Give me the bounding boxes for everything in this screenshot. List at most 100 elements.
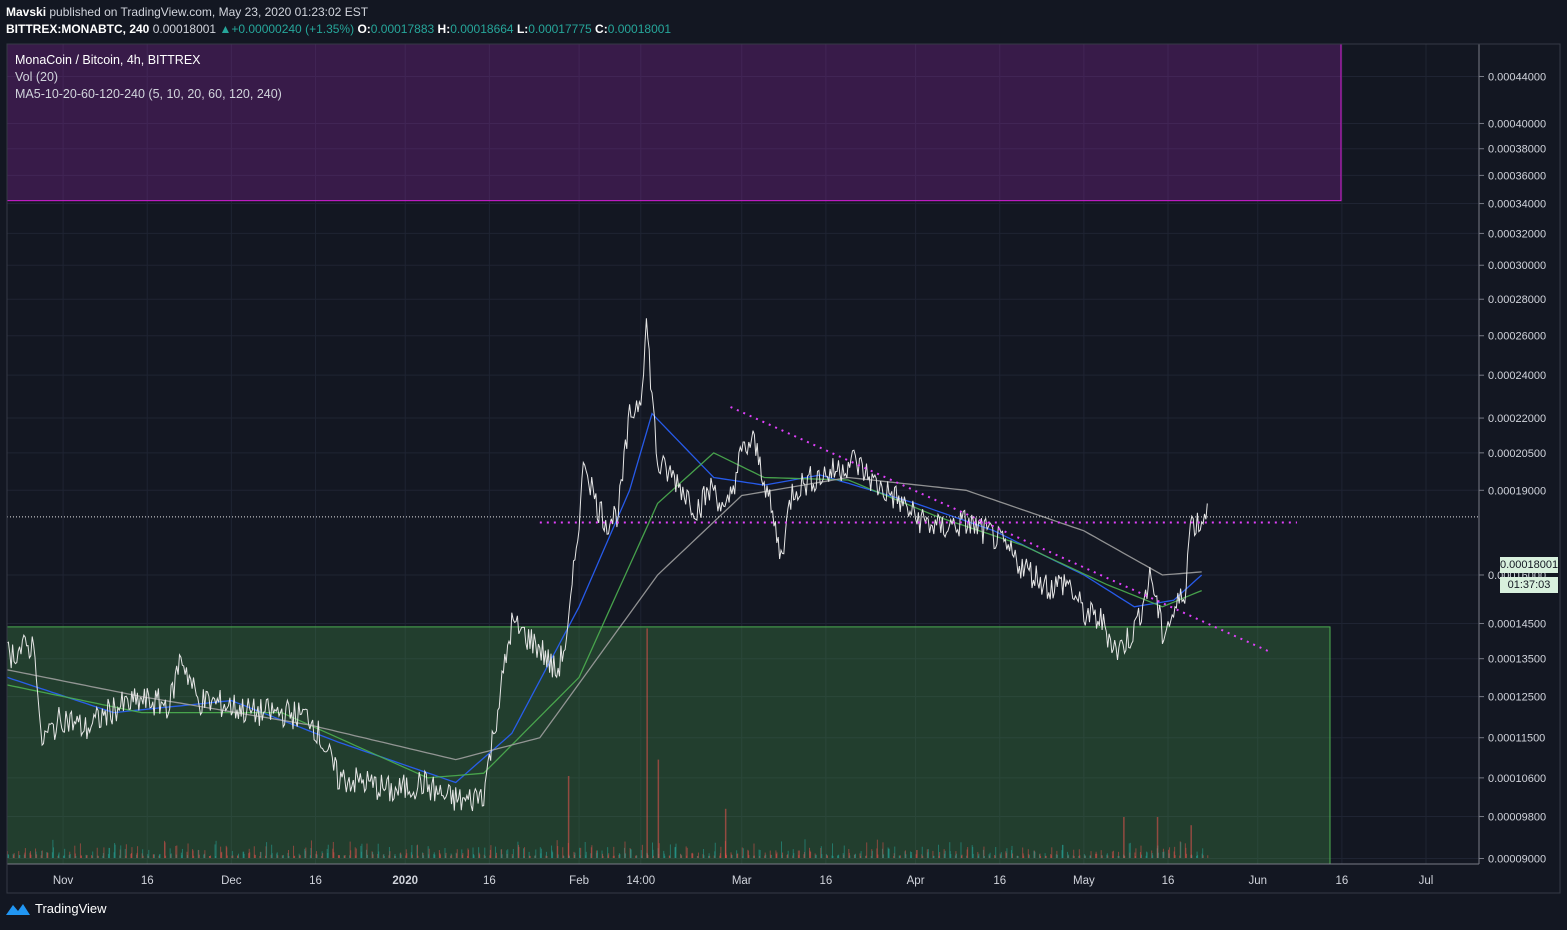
- volume-bar: [243, 853, 245, 858]
- volume-bar: [652, 849, 654, 858]
- volume-bar: [1067, 855, 1069, 858]
- volume-bar: [434, 854, 436, 858]
- volume-bar: [102, 853, 104, 858]
- volume-bar: [820, 846, 822, 858]
- volume-bar: [972, 853, 974, 858]
- volume-bar: [107, 854, 109, 858]
- volume-bar: [461, 849, 463, 858]
- volume-bar: [1106, 853, 1108, 858]
- volume-bar: [494, 846, 496, 858]
- author-name[interactable]: Mavski: [6, 5, 47, 19]
- volume-bar: [473, 855, 475, 858]
- volume-bar: [1096, 853, 1098, 858]
- volume-bar: [350, 850, 352, 858]
- volume-bar: [949, 851, 951, 858]
- volume-bar: [888, 848, 890, 858]
- volume-bar: [894, 846, 896, 858]
- volume-bar: [540, 848, 542, 858]
- high-value: 0.00018664: [450, 22, 514, 36]
- volume-bar: [765, 854, 767, 858]
- volume-bar: [512, 848, 514, 858]
- volume-bar: [636, 855, 638, 858]
- volume-bar: [294, 855, 296, 858]
- x-tick-label: 16: [141, 875, 154, 887]
- volume-bar: [557, 854, 559, 858]
- volume-bar: [309, 855, 311, 858]
- volume-bar: [405, 849, 407, 858]
- volume-bar: [798, 850, 800, 858]
- y-tick-label: 0.00038000: [1488, 144, 1546, 156]
- volume-bar: [618, 853, 620, 858]
- publish-text: published on TradingView.com, May 23, 20…: [49, 5, 369, 19]
- volume-bar: [546, 855, 548, 858]
- volume-bar: [214, 844, 216, 858]
- volume-bar: [1079, 855, 1081, 858]
- volume-bar: [994, 854, 996, 858]
- volume-bar: [23, 854, 25, 858]
- volume-bar: [1128, 843, 1130, 858]
- volume-bar: [876, 848, 878, 858]
- volume-bar: [1151, 850, 1153, 858]
- volume-bar: [1017, 855, 1019, 858]
- volume-bar: [635, 855, 637, 858]
- volume-bar: [585, 851, 587, 858]
- volume-bar: [983, 855, 985, 858]
- volume-bar: [607, 847, 609, 858]
- volume-bar: [282, 854, 284, 858]
- volume-bar: [91, 855, 93, 858]
- volume-bar: [287, 849, 289, 858]
- y-tick-label: 0.00034000: [1488, 199, 1546, 211]
- volume-bar: [782, 852, 784, 858]
- volume-bar: [1163, 851, 1165, 858]
- volume-bar: [377, 843, 379, 858]
- y-axis-ticks: 0.00044000 0.00040000 0.00038000 0.00036000…: [1479, 72, 1546, 865]
- volume-bar: [742, 848, 744, 858]
- volume-bar: [382, 854, 384, 858]
- volume-bar: [8, 854, 10, 858]
- volume-bar: [681, 855, 683, 858]
- volume-bar: [927, 852, 929, 858]
- volume-bar: [343, 855, 345, 858]
- volume-bar: [29, 852, 31, 858]
- volume-bar: [192, 849, 194, 858]
- volume-bar: [1040, 855, 1042, 858]
- volume-bar: [568, 855, 570, 858]
- volume-bar: [764, 855, 766, 858]
- volume-bar: [977, 855, 979, 858]
- y-tick-label: 0.00026000: [1488, 331, 1546, 343]
- volume-bar: [1062, 844, 1064, 858]
- volume-bar: [198, 850, 200, 858]
- volume-bar: [747, 850, 749, 858]
- brand[interactable]: TradingView: [6, 901, 107, 916]
- legend-ma[interactable]: MA5-10-20-60-120-240 (5, 10, 20, 60, 120…: [15, 87, 282, 101]
- volume-bar: [635, 855, 637, 858]
- volume-bar: [629, 848, 631, 858]
- volume-bar: [254, 854, 256, 858]
- volume-bar: [176, 845, 178, 858]
- volume-bar: [1005, 853, 1007, 858]
- volume-bar: [730, 852, 732, 858]
- volume-bar: [64, 848, 66, 858]
- volume-bar: [260, 852, 262, 858]
- legend-title[interactable]: MonaCoin / Bitcoin, 4h, BITTREX: [15, 53, 201, 67]
- symbol-label[interactable]: BITTREX:MONABTC, 240: [6, 22, 150, 36]
- volume-bar: [747, 849, 749, 858]
- legend-volume[interactable]: Vol (20): [15, 70, 59, 84]
- volume-bar: [624, 841, 626, 858]
- volume-bar: [92, 851, 94, 858]
- volume-bar: [719, 855, 721, 858]
- volume-bar: [741, 847, 743, 858]
- volume-bar: [91, 855, 93, 858]
- volume-bar: [1185, 847, 1187, 858]
- volume-bar: [372, 854, 374, 858]
- volume-bar: [939, 852, 941, 858]
- volume-bar: [966, 855, 968, 858]
- volume-bar: [1039, 853, 1041, 858]
- volume-bar: [444, 848, 446, 858]
- volume-bar: [249, 852, 251, 858]
- volume-bar: [1039, 854, 1040, 858]
- volume-bar: [809, 847, 811, 858]
- volume-bar: [293, 855, 295, 858]
- volume-bar: [1201, 853, 1203, 858]
